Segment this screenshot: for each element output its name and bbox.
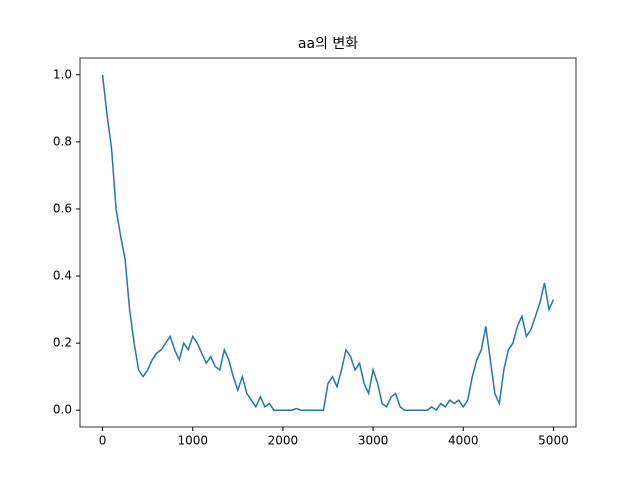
chart-title: aa의 변화 [298,36,358,52]
y-tick-label: 0.8 [53,134,72,148]
y-tick-label: 0.6 [53,201,72,215]
y-tick-label: 1.0 [53,67,72,81]
x-tick-label: 5000 [538,434,569,448]
y-tick-label: 0.0 [53,403,72,417]
data-line [101,74,555,412]
plot-frame [79,57,577,428]
x-tick-label: 2000 [268,434,299,448]
y-tick-label: 0.4 [53,269,72,283]
x-tick-label: 4000 [448,434,479,448]
x-tick-label: 1000 [177,434,208,448]
y-tick-label: 0.2 [53,336,72,350]
x-tick-label: 0 [99,434,107,448]
x-tick-label: 3000 [358,434,389,448]
